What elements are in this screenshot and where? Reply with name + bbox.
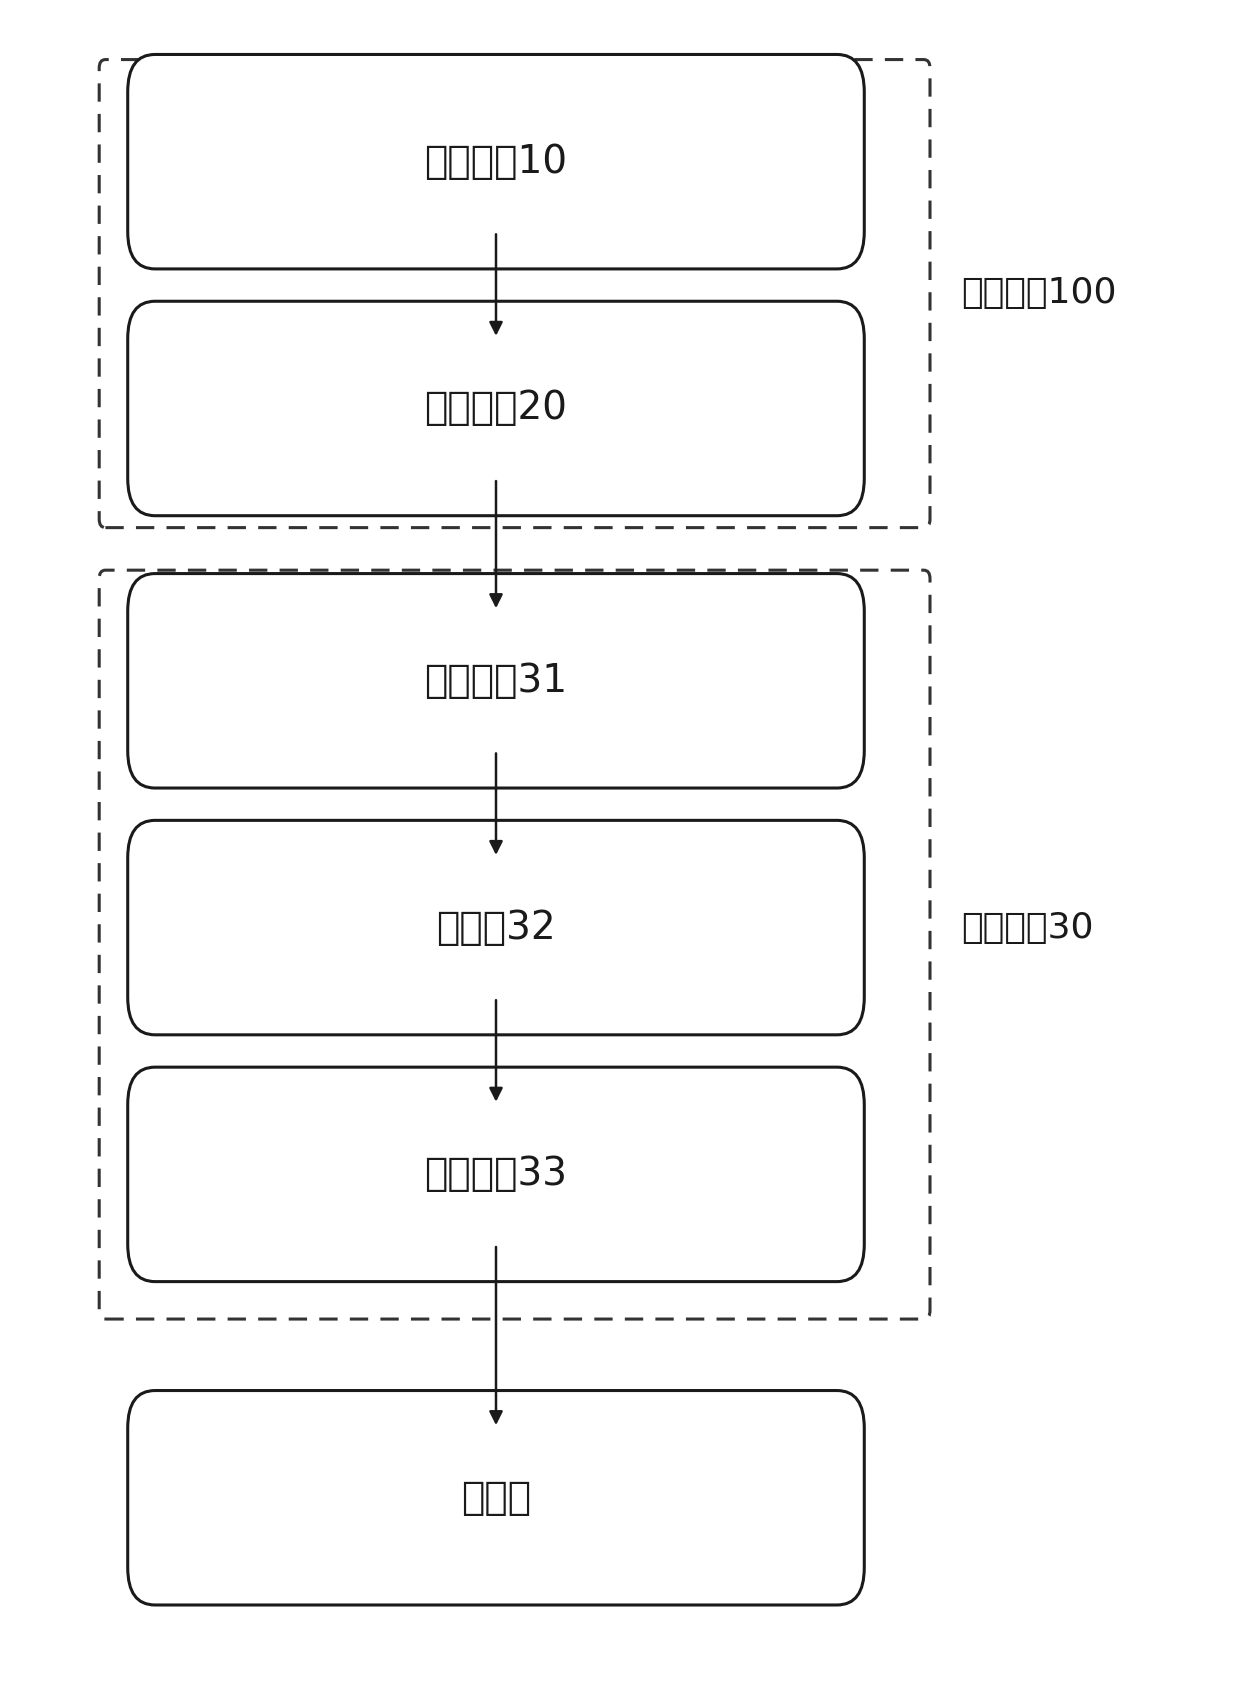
Text: 传导制32: 传导制32 — [436, 909, 556, 946]
Text: 耦入部件31: 耦入部件31 — [424, 662, 568, 700]
Text: 投影区: 投影区 — [461, 1479, 531, 1516]
Text: 传输元件30: 传输元件30 — [961, 911, 1094, 945]
FancyBboxPatch shape — [128, 820, 864, 1035]
FancyBboxPatch shape — [128, 1391, 864, 1605]
Text: 投影装置100: 投影装置100 — [961, 276, 1116, 310]
FancyBboxPatch shape — [128, 1067, 864, 1282]
FancyBboxPatch shape — [128, 54, 864, 269]
FancyBboxPatch shape — [128, 574, 864, 788]
Text: 发光元件10: 发光元件10 — [424, 143, 568, 180]
FancyBboxPatch shape — [128, 301, 864, 516]
Text: 投影镜头20: 投影镜头20 — [424, 390, 568, 427]
Text: 耦出部件33: 耦出部件33 — [424, 1156, 568, 1193]
